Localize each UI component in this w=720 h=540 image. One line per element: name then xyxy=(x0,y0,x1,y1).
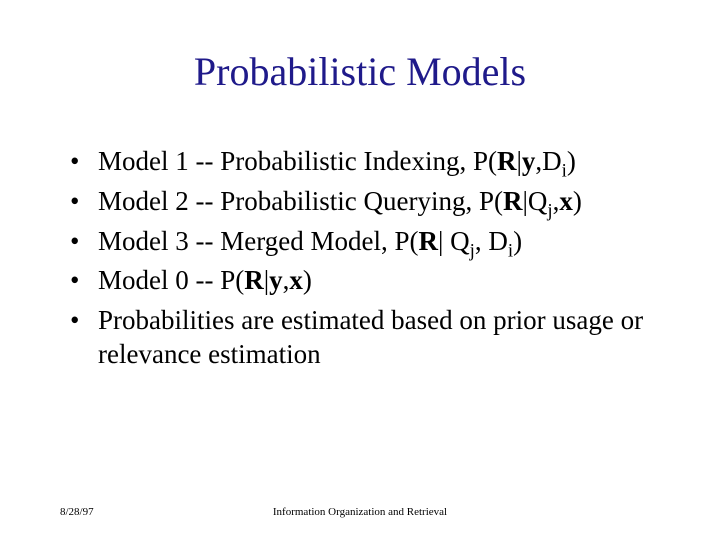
bullet-item: Model 1 -- Probabilistic Indexing, P(R|y… xyxy=(70,145,660,179)
bullet-item: Model 3 -- Merged Model, P(R| Qj, Di) xyxy=(70,225,660,259)
bullet-list: Model 1 -- Probabilistic Indexing, P(R|y… xyxy=(60,145,660,372)
text: , D xyxy=(475,226,508,256)
bullet-item: Model 0 -- P(R|y,x) xyxy=(70,264,660,298)
bold-y: y xyxy=(269,265,283,295)
text: ) xyxy=(573,186,582,216)
bullet-text: Model 1 -- Probabilistic Indexing, P( xyxy=(98,146,497,176)
bullet-text: Model 0 -- P( xyxy=(98,265,244,295)
bullet-text: Model 3 -- Merged Model, P( xyxy=(98,226,418,256)
bullet-text: Model 2 -- Probabilistic Querying, P( xyxy=(98,186,503,216)
bold-r: R xyxy=(244,265,264,295)
slide: Probabilistic Models Model 1 -- Probabil… xyxy=(0,0,720,540)
bold-r: R xyxy=(418,226,438,256)
bold-r: R xyxy=(497,146,517,176)
text: ) xyxy=(567,146,576,176)
text: | Q xyxy=(438,226,470,256)
text: ,D xyxy=(535,146,561,176)
bullet-item: Probabilities are estimated based on pri… xyxy=(70,304,660,372)
bullet-item: Model 2 -- Probabilistic Querying, P(R|Q… xyxy=(70,185,660,219)
bullet-text: Probabilities are estimated based on pri… xyxy=(98,305,643,369)
text: |Q xyxy=(522,186,547,216)
footer-title: Information Organization and Retrieval xyxy=(0,506,720,518)
bold-x: x xyxy=(559,186,573,216)
text: ) xyxy=(513,226,522,256)
bold-x: x xyxy=(289,265,303,295)
bold-r: R xyxy=(503,186,523,216)
bold-y: y xyxy=(522,146,536,176)
slide-title: Probabilistic Models xyxy=(60,48,660,95)
text: ) xyxy=(303,265,312,295)
